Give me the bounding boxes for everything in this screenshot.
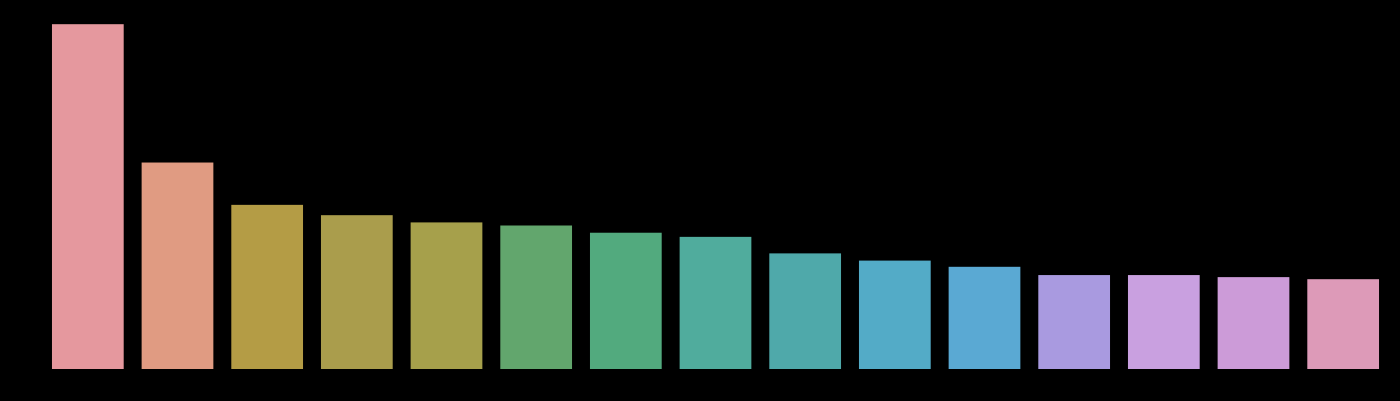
bar-4	[320, 215, 393, 369]
bar-5	[410, 222, 483, 369]
bar-series	[51, 24, 1380, 369]
bar-2	[141, 162, 214, 369]
bar-10	[858, 260, 931, 369]
bar-1	[51, 24, 124, 369]
bar-8	[679, 236, 752, 369]
bar-9	[769, 253, 842, 369]
bar-12	[1038, 275, 1111, 369]
bar-11	[948, 266, 1021, 369]
bar-3	[231, 204, 304, 369]
bar-7	[589, 232, 662, 369]
bar-14	[1217, 277, 1290, 369]
bar-15	[1307, 279, 1380, 369]
bar-6	[500, 225, 573, 369]
bar-13	[1127, 275, 1200, 369]
